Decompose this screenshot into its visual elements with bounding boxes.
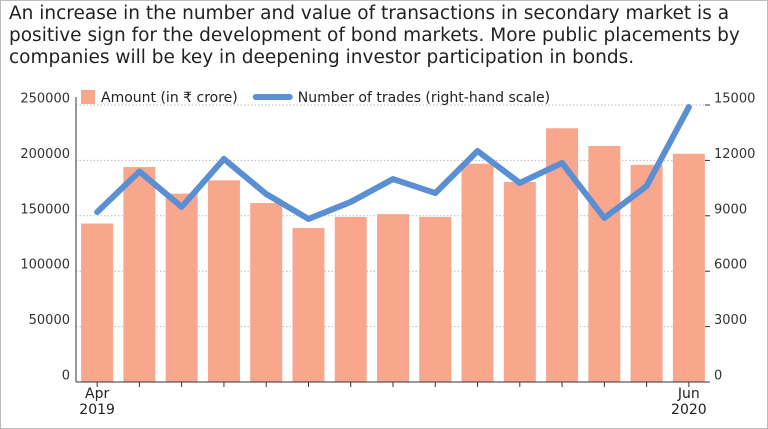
bar — [672, 153, 705, 382]
bar — [588, 145, 621, 382]
y-tick-label: 50000 — [29, 313, 70, 328]
y2-tick-label: 9000 — [714, 202, 747, 217]
x-tick-label: Jun 2020 — [671, 386, 707, 418]
bar — [207, 180, 240, 382]
bar — [334, 216, 367, 382]
y2-tick-label: 12000 — [714, 147, 755, 162]
bar — [377, 214, 409, 382]
legend-swatch — [81, 90, 95, 104]
y2-tick-label: 6000 — [714, 258, 747, 273]
y2-tick-label: 15000 — [714, 92, 755, 107]
bar — [461, 163, 494, 382]
bar — [123, 167, 156, 382]
y-tick-label: 0 — [62, 369, 70, 384]
y-tick-label: 250000 — [20, 92, 70, 107]
y-tick-label: 100000 — [20, 258, 70, 273]
bar — [81, 223, 114, 382]
x-tick-label: Apr 2019 — [79, 386, 115, 418]
bar — [630, 164, 663, 382]
chart-title: An increase in the number and value of t… — [9, 3, 740, 68]
y2-tick-label: 0 — [714, 369, 722, 384]
y-tick-label: 150000 — [20, 202, 70, 217]
legend-label: Amount (in ₹ crore) — [101, 90, 238, 106]
bar — [292, 227, 325, 382]
line — [94, 104, 692, 222]
bar — [165, 193, 198, 382]
y-tick-label: 200000 — [20, 147, 70, 162]
bar — [419, 216, 452, 382]
bar — [503, 182, 536, 382]
y2-tick-label: 3000 — [714, 313, 747, 328]
bar — [250, 203, 283, 382]
legend-label: Number of trades (right-hand scale) — [298, 90, 550, 106]
